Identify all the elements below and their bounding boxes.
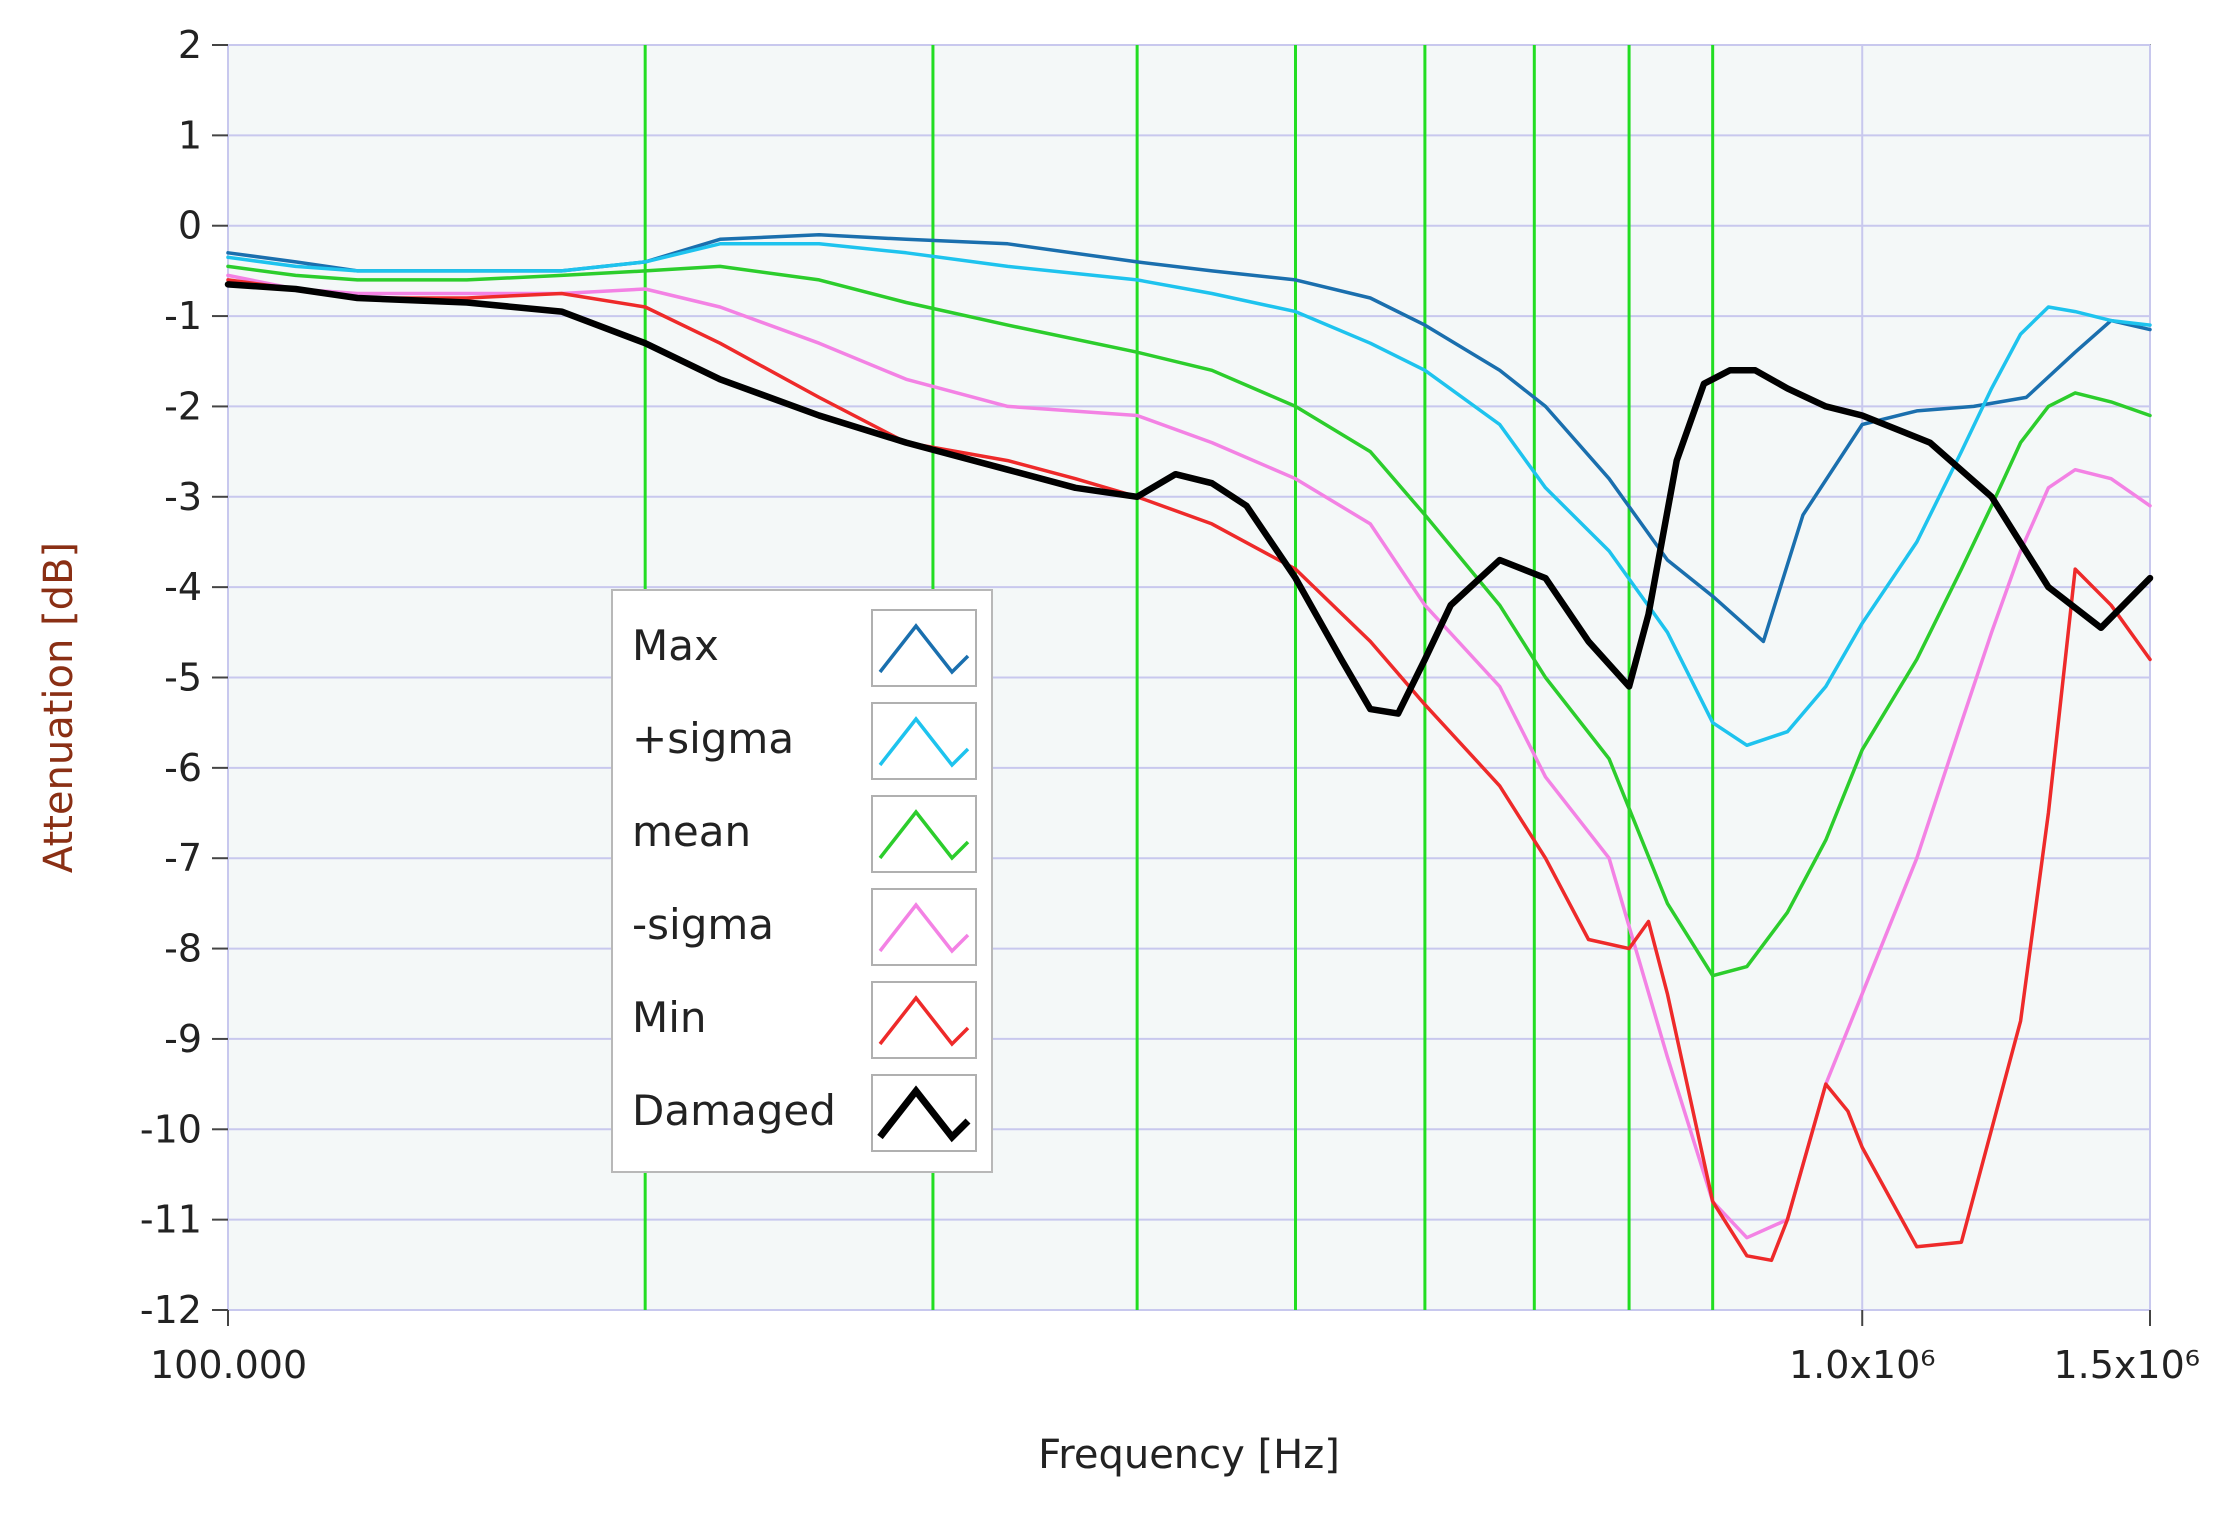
legend-swatch-box [871,795,977,873]
y-tick-label: -10 [140,1107,202,1151]
axes: 2 1 0 -1 -2 -3 -4 -5 -6 -7 -8 -9 -10 -11 -12 100.000 1.0… [140,23,2200,1387]
y-tick-label: -5 [164,656,202,700]
grid-lines [227,44,2151,1311]
legend-label-sigma: -sigma [632,900,774,949]
legend-swatch-damaged [877,1085,971,1143]
x-tick-label: 100.000 [150,1343,307,1387]
legend-label-damaged: Damaged [632,1086,836,1135]
series-line-min [226,278,2152,1263]
x-axis-title: Frequency [Hz] [1038,1432,1340,1478]
y-tick-label: 2 [178,23,202,67]
y-tick-label: 0 [178,204,202,248]
series-line-mean [226,264,2152,978]
y-tick-label: -11 [140,1198,202,1242]
y-tick-label: -2 [164,384,202,428]
legend-label-mean: mean [632,807,751,856]
y-tick-label: -12 [140,1288,202,1332]
legend-swatch-sigma [878,902,970,954]
legend-swatch-box [871,888,977,966]
series-line-sigma [226,273,2152,1240]
legend-label-min: Min [632,993,707,1042]
legend-swatch-mean [878,809,970,861]
legend-swatch-box [871,609,977,687]
x-tick-label: 1.0x10⁶ [1789,1343,1936,1387]
y-tick-label: -4 [164,565,202,609]
legend-label-sigma: +sigma [632,714,794,763]
y-tick-label: -8 [164,927,202,971]
series-line-sigma [226,242,2152,748]
y-tick-label: -3 [164,475,202,519]
series-lines [224,233,2154,1263]
legend-swatch-max [878,623,970,675]
legend-swatch-box [871,981,977,1059]
legend-swatch-box [871,702,977,780]
y-tick-label: -7 [164,836,202,880]
series-line-damaged [224,281,2154,717]
legend-swatch-sigma [878,716,970,768]
legend-label-max: Max [632,621,719,670]
y-axis-title: Attenuation [dB] [36,542,82,873]
y-tick-label: 1 [178,113,202,157]
y-tick-label: -6 [164,746,202,790]
x-tick-label: 1.5x10⁶ [2053,1343,2200,1387]
y-tick-label: -1 [164,294,202,338]
y-tick-label: -9 [164,1017,202,1061]
legend[interactable]: Max +sigma mean -sigma Min Damaged [611,589,993,1173]
legend-swatch-box [871,1074,977,1152]
legend-swatch-min [878,995,970,1047]
